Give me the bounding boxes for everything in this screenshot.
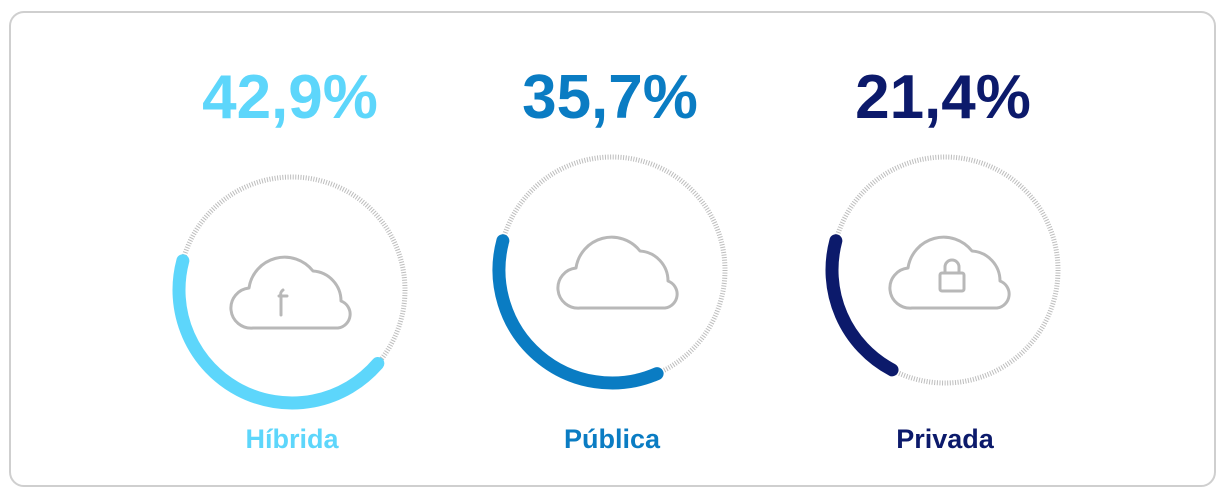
category-label: Híbrida (245, 424, 339, 454)
percent-label: 21,4% (855, 63, 1031, 132)
percent-label: 42,9% (202, 63, 378, 132)
ring-arc (825, 234, 899, 377)
cloud-icon (888, 235, 1011, 310)
percent-label: 35,7% (522, 63, 698, 132)
card (9, 11, 1216, 487)
category-label: Pública (564, 424, 661, 454)
category-label: Privada (896, 424, 995, 454)
ring-arc (492, 234, 664, 390)
ring-track (829, 154, 1061, 386)
cloud-icon (229, 255, 352, 330)
ring-arc (172, 254, 385, 410)
cloud-icon (556, 235, 679, 310)
